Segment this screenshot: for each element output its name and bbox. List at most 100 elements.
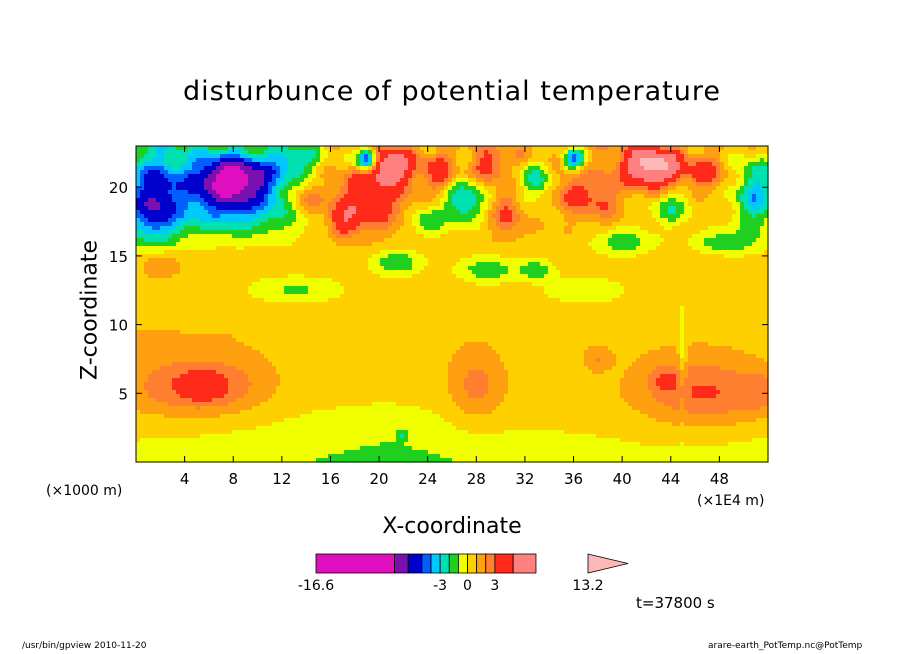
field-cell — [648, 234, 653, 239]
field-cell — [420, 262, 425, 267]
field-cell — [356, 218, 361, 223]
field-cell — [580, 238, 585, 243]
field-cell — [164, 270, 169, 275]
field-cell — [448, 182, 453, 187]
field-cell — [164, 154, 169, 159]
field-cell — [756, 246, 761, 251]
field-cell — [680, 218, 685, 223]
field-cell — [164, 246, 169, 251]
field-cell — [760, 150, 765, 155]
field-cell — [372, 166, 377, 171]
field-cell — [280, 190, 285, 195]
field-cell — [316, 182, 321, 187]
field-cell — [644, 150, 649, 155]
field-cell — [368, 258, 373, 263]
field-cell — [680, 234, 685, 239]
field-cell — [144, 214, 149, 219]
field-cell — [260, 154, 265, 159]
field-cell — [700, 242, 705, 247]
field-cell — [592, 150, 597, 155]
field-cell — [436, 182, 441, 187]
field-cell — [280, 178, 285, 183]
field-cell — [260, 250, 265, 255]
field-cell — [288, 190, 293, 195]
field-cell — [452, 150, 457, 155]
field-cell — [436, 162, 441, 167]
field-cell — [420, 234, 425, 239]
field-cell — [628, 230, 633, 235]
field-cell — [404, 198, 409, 203]
field-cell — [548, 178, 553, 183]
field-cell — [204, 266, 209, 271]
field-cell — [264, 218, 269, 223]
field-cell — [404, 170, 409, 175]
field-cell — [276, 210, 281, 215]
field-cell — [344, 154, 349, 159]
field-cell — [516, 206, 521, 211]
field-cell — [312, 222, 317, 227]
field-cell — [460, 242, 465, 247]
field-cell — [616, 266, 621, 271]
field-cell — [620, 178, 625, 183]
field-cell — [312, 158, 317, 163]
field-cell — [296, 266, 301, 271]
field-cell — [188, 202, 193, 207]
field-cell — [532, 262, 537, 267]
field-cell — [436, 150, 441, 155]
field-cell — [632, 154, 637, 159]
field-cell — [240, 146, 245, 151]
field-cell — [148, 190, 153, 195]
field-cell — [752, 266, 757, 271]
field-cell — [204, 258, 209, 263]
field-cell — [304, 214, 309, 219]
field-cell — [476, 230, 481, 235]
field-cell — [268, 206, 273, 211]
field-cell — [632, 230, 637, 235]
field-cell — [400, 238, 405, 243]
field-cell — [488, 234, 493, 239]
field-cell — [732, 210, 737, 215]
field-cell — [508, 210, 513, 215]
field-cell — [184, 166, 189, 171]
field-cell — [312, 206, 317, 211]
field-cell — [188, 158, 193, 163]
field-cell — [732, 166, 737, 171]
field-cell — [656, 246, 661, 251]
field-cell — [456, 154, 461, 159]
field-cell — [456, 214, 461, 219]
field-cell — [644, 166, 649, 171]
field-cell — [652, 166, 657, 171]
field-cell — [752, 202, 757, 207]
field-cell — [644, 246, 649, 251]
field-cell — [716, 210, 721, 215]
field-cell — [616, 206, 621, 211]
field-cell — [444, 258, 449, 263]
field-cell — [624, 198, 629, 203]
field-cell — [636, 202, 641, 207]
field-cell — [604, 190, 609, 195]
field-cell — [728, 150, 733, 155]
field-cell — [508, 182, 513, 187]
field-cell — [272, 262, 277, 267]
field-cell — [652, 182, 657, 187]
field-cell — [364, 198, 369, 203]
field-cell — [308, 186, 313, 191]
field-cell — [280, 254, 285, 259]
field-cell — [584, 186, 589, 191]
field-cell — [180, 218, 185, 223]
field-cell — [244, 166, 249, 171]
field-cell — [392, 202, 397, 207]
field-cell — [292, 206, 297, 211]
field-cell — [708, 198, 713, 203]
field-cell — [596, 230, 601, 235]
field-cell — [760, 262, 765, 267]
field-cell — [684, 226, 689, 231]
field-cell — [744, 150, 749, 155]
field-cell — [252, 190, 257, 195]
field-cell — [704, 242, 709, 247]
field-cell — [416, 270, 421, 275]
field-cell — [764, 154, 769, 159]
field-cell — [724, 194, 729, 199]
field-cell — [300, 234, 305, 239]
field-cell — [184, 250, 189, 255]
